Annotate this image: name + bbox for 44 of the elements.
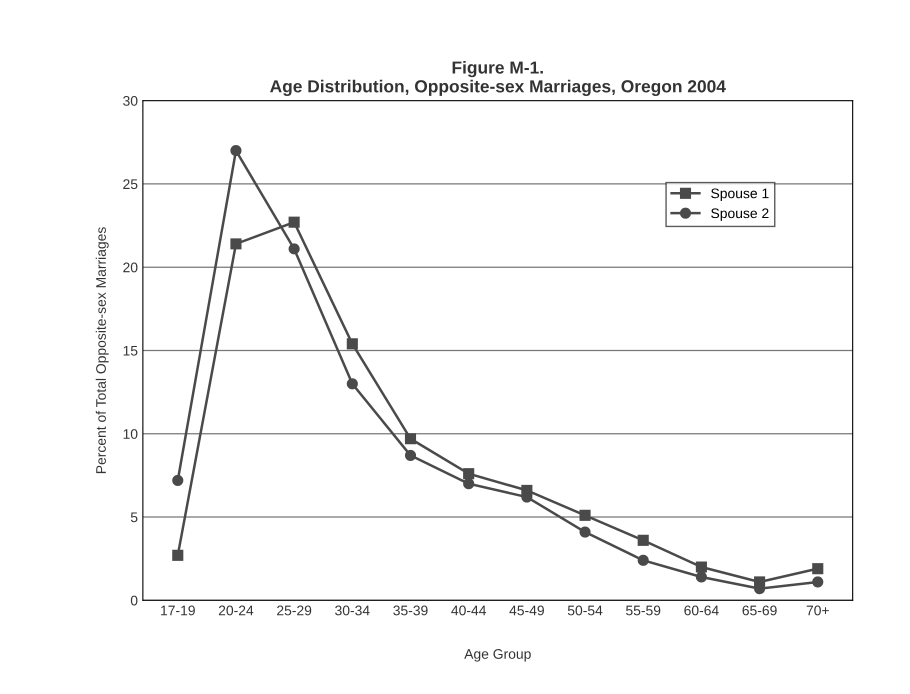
point [696, 561, 707, 573]
x-tick-label: 17-19 [161, 606, 195, 616]
y-tick-label: 15 [124, 346, 138, 356]
point [812, 576, 824, 588]
point [230, 145, 242, 156]
y-tick-label: 0 [130, 596, 138, 606]
x-tick-label: 70+ [806, 606, 829, 616]
point [172, 550, 184, 561]
point [288, 243, 300, 254]
y-tick-label: 5 [130, 512, 138, 522]
point [404, 433, 416, 444]
x-tick-label: 35-39 [393, 606, 428, 616]
point [404, 450, 416, 461]
point [346, 378, 358, 390]
y-tick-label: 20 [123, 262, 138, 272]
legend-label: Spouse 2 [711, 208, 768, 221]
x-tick-label: 60-64 [684, 606, 719, 616]
x-tick-label: 25-29 [277, 606, 312, 616]
x-tick-label: 30-34 [335, 606, 370, 616]
legend-label: Spouse 1 [711, 188, 769, 202]
point [579, 526, 591, 538]
x-tick-label: 20-24 [218, 606, 254, 616]
y-tick-label: 30 [123, 96, 138, 106]
point [638, 554, 649, 566]
point [463, 478, 474, 490]
point [812, 563, 824, 574]
x-axis-title: Age Group [464, 649, 531, 662]
y-tick-label: 25 [123, 179, 138, 190]
x-tick-label: 55-59 [626, 606, 660, 616]
y-axis-title: Percent of Total Opposite-sex Marriages [96, 227, 109, 474]
point [463, 468, 474, 480]
point [172, 474, 184, 486]
point [696, 571, 707, 583]
x-tick-label: 40-44 [451, 606, 486, 616]
point [638, 534, 649, 546]
point [230, 238, 242, 250]
point [579, 510, 591, 521]
x-tick-label: 50-54 [568, 606, 602, 616]
y-tick-label: 10 [124, 429, 138, 439]
x-tick-label: 45-49 [509, 606, 544, 616]
point [346, 338, 358, 350]
point [288, 216, 300, 228]
chart-title: Figure M-1. Age Distribution, Opposite-sex Marriages, Oregon 2004 [270, 60, 726, 96]
x-tick-label: 65-69 [742, 606, 777, 616]
